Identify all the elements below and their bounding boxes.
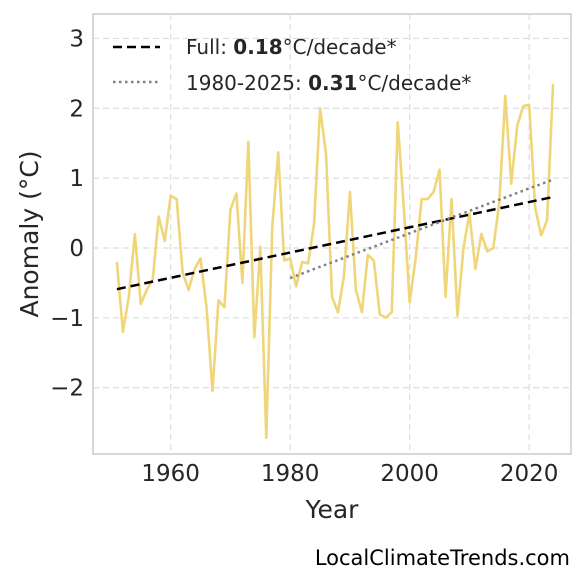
y-tick-label: −1 — [50, 306, 84, 332]
legend-recent-prefix: 1980-2025: — [186, 71, 308, 95]
x-axis-label: Year — [305, 495, 360, 524]
tick-layer: 1960 1980 2000 2020 3 2 1 0 −1 −2 — [50, 26, 558, 487]
y-tick-label: 2 — [69, 96, 84, 122]
y-tick-label: 0 — [69, 236, 84, 262]
y-tick-label: 3 — [69, 26, 84, 52]
y-tick-label: 1 — [69, 166, 84, 192]
legend-recent-unit: °C/decade* — [357, 71, 471, 95]
legend-label-full: Full: 0.18°C/decade* — [186, 35, 397, 59]
x-tick-label: 1980 — [261, 461, 320, 487]
legend: Full: 0.18°C/decade* 1980-2025: 0.31°C/d… — [113, 35, 471, 95]
trend-line-full — [116, 195, 554, 291]
site-credit: LocalClimateTrends.com — [314, 546, 570, 570]
x-tick-label: 2020 — [500, 461, 559, 487]
series-layer — [115, 83, 555, 440]
x-tick-label: 1960 — [141, 461, 200, 487]
plot-area — [92, 13, 572, 455]
legend-full-unit: °C/decade* — [283, 35, 397, 59]
legend-full-prefix: Full: — [186, 35, 233, 59]
y-axis-label: Anomaly (°C) — [15, 150, 44, 317]
anomaly-series-line — [115, 83, 555, 440]
y-tick-label: −2 — [50, 376, 84, 402]
legend-full-rate: 0.18 — [233, 35, 282, 59]
trend-line-recent — [289, 178, 554, 280]
legend-label-recent: 1980-2025: 0.31°C/decade* — [186, 71, 471, 95]
x-tick-label: 2000 — [380, 461, 439, 487]
legend-recent-rate: 0.31 — [308, 71, 357, 95]
